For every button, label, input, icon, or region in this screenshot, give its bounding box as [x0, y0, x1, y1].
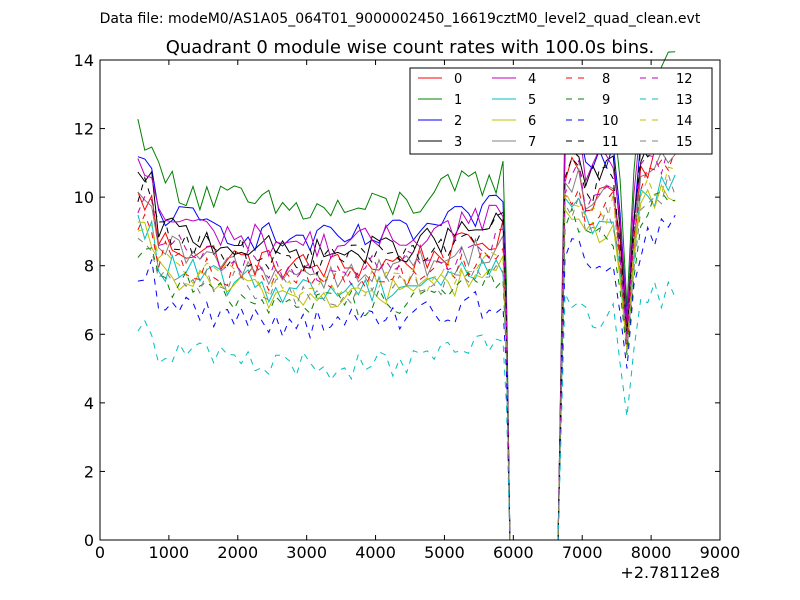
- plot-lines: [137, 51, 676, 541]
- x-tick-label: 1000: [149, 543, 190, 562]
- legend-label: 15: [676, 135, 693, 150]
- x-offset-label: +2.78112e8: [620, 563, 720, 582]
- legend-label: 6: [528, 114, 536, 129]
- series-line-7: [137, 150, 676, 541]
- series-line-0: [137, 136, 676, 541]
- series-line-8: [137, 149, 676, 541]
- series-line-10: [137, 214, 676, 541]
- series-line-5: [137, 174, 676, 541]
- y-tick-label: 6: [84, 325, 94, 344]
- series-line-11: [137, 128, 676, 541]
- x-tick-label: 0: [95, 543, 105, 562]
- legend-label: 4: [528, 72, 536, 87]
- y-tick-label: 2: [84, 462, 94, 481]
- y-tick-label: 8: [84, 257, 94, 276]
- x-tick-label: 3000: [286, 543, 327, 562]
- x-tick-label: 2000: [217, 543, 258, 562]
- y-tick-label: 14: [74, 51, 94, 70]
- legend-label: 14: [676, 114, 693, 129]
- legend-label: 0: [454, 72, 462, 87]
- x-tick-label: 6000: [493, 543, 534, 562]
- y-tick-label: 10: [74, 188, 94, 207]
- series-line-6: [137, 183, 676, 541]
- legend-label: 9: [602, 93, 610, 108]
- y-tick-label: 4: [84, 394, 94, 413]
- legend-label: 2: [454, 114, 462, 129]
- legend-label: 8: [602, 72, 610, 87]
- y-tick-label: 12: [74, 120, 94, 139]
- x-tick-label: 5000: [424, 543, 465, 562]
- series-line-15: [137, 172, 676, 541]
- legend-label: 13: [676, 93, 693, 108]
- series-line-9: [137, 191, 676, 541]
- legend-label: 5: [528, 93, 536, 108]
- x-tick-label: 8000: [631, 543, 672, 562]
- chart-suptitle: Data file: modeM0/AS1A05_064T01_90000024…: [100, 11, 701, 27]
- series-line-4: [137, 111, 676, 541]
- legend-label: 7: [528, 135, 536, 150]
- legend-label: 12: [676, 72, 693, 87]
- series-line-14: [137, 166, 676, 541]
- series-line-2: [137, 108, 676, 541]
- series-line-3: [137, 119, 676, 541]
- legend-label: 3: [454, 135, 462, 150]
- plot-frame: [99, 59, 721, 541]
- x-tick-label: 9000: [700, 543, 741, 562]
- y-tick-label: 0: [84, 531, 94, 550]
- legend-label: 10: [602, 114, 619, 129]
- axis-ticks: 0 1000 2000 3000 4000 5000 6000 7000 8000 9000 0 2 4…: [74, 51, 741, 562]
- legend-label: 11: [602, 135, 619, 150]
- series-line-13: [137, 280, 676, 541]
- legend-label: 1: [454, 93, 462, 108]
- series-line-12: [137, 141, 676, 541]
- chart-title: Quadrant 0 module wise count rates with …: [166, 37, 655, 58]
- x-tick-label: 4000: [355, 543, 396, 562]
- x-tick-label: 7000: [562, 543, 603, 562]
- legend-frame: [409, 67, 713, 155]
